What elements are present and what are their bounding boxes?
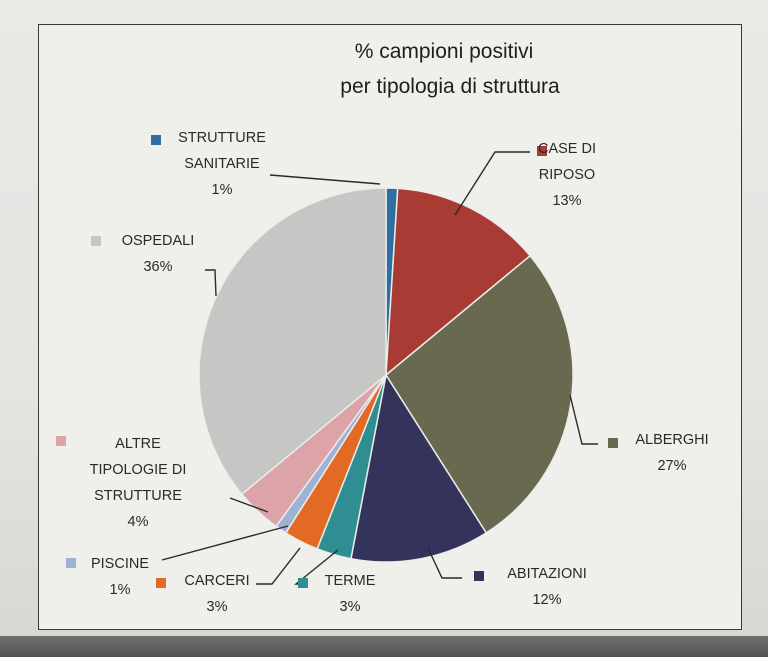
label-abitazioni-line-1: ABITAZIONI [507,566,587,582]
label-terme-line-1: TERME [325,573,376,589]
label-strutture-sanitarie-line-1: STRUTTURE [178,130,266,146]
label-ospedali-line-1: OSPEDALI [122,233,195,249]
label-key-strutture-sanitarie [151,135,161,145]
leader-line-abitazioni [427,547,462,579]
value-label-carceri: 3% [207,599,228,615]
pie-slice-case-di-riposo [385,187,532,377]
value-label-ospedali: 36% [143,259,172,275]
label-carceri-line-1: CARCERI [184,573,249,589]
label-altre-tipologie-di-strutture-line-3: STRUTTURE [94,488,182,504]
chart-title-line-1: % campioni positivi [355,40,534,63]
photo-edge [0,636,768,657]
leader-line-strutture-sanitarie [269,174,381,185]
leader-line-ospedali [205,269,217,297]
value-label-altre-tipologie-di-strutture: 4% [128,514,149,530]
leader-line-altre-tipologie-di-strutture [229,497,269,513]
label-altre-tipologie-di-strutture-line-1: ALTRE [115,436,161,452]
chart-title-line-2: per tipologia di struttura [340,75,560,98]
value-label-abitazioni: 12% [532,592,561,608]
leader-line-case-di-riposo [454,151,530,216]
label-key-terme [298,578,308,588]
leader-line-alberghi [569,394,598,445]
label-alberghi-line-1: ALBERGHI [635,432,708,448]
label-key-alberghi [608,438,618,448]
label-key-abitazioni [474,571,484,581]
value-label-strutture-sanitarie: 1% [212,182,233,198]
value-label-alberghi: 27% [657,458,686,474]
label-key-ospedali [91,236,101,246]
leader-lines [161,151,598,585]
label-key-altre-tipologie-di-strutture [56,436,66,446]
label-key-piscine [66,558,76,568]
pie-slices [198,187,574,563]
pie-slice-alberghi [385,254,574,534]
label-key-carceri [156,578,166,588]
label-key-case-di-riposo [537,146,547,156]
value-label-terme: 3% [340,599,361,615]
data-labels: STRUTTURE SANITARIE 1% CASE DI RIPOSO 13% ALBE… [56,130,709,615]
value-label-piscine: 1% [110,582,131,598]
pie-slice-abitazioni [350,372,488,563]
leader-line-carceri [256,547,301,585]
leader-line-piscine [161,525,289,561]
label-strutture-sanitarie-line-2: SANITARIE [184,156,260,172]
label-altre-tipologie-di-strutture-line-2: TIPOLOGIE DI [90,462,187,478]
label-case-di-riposo-line-2: RIPOSO [539,167,595,183]
pie-slice-ospedali [198,187,387,496]
value-label-case-di-riposo: 13% [552,193,581,209]
label-piscine-line-1: PISCINE [91,556,149,572]
label-case-di-riposo-line-1: CASE DI [538,141,596,157]
